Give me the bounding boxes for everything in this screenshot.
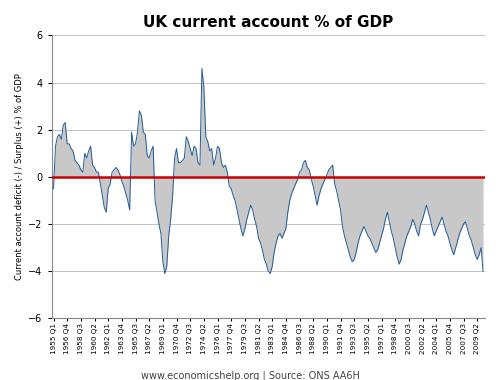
Title: UK current account % of GDP: UK current account % of GDP	[143, 15, 394, 30]
Y-axis label: Current account deficit (-) / Surplus (+) % of GDP: Current account deficit (-) / Surplus (+…	[15, 73, 24, 280]
Text: www.economicshelp.org | Source: ONS AA6H: www.economicshelp.org | Source: ONS AA6H	[140, 370, 360, 380]
